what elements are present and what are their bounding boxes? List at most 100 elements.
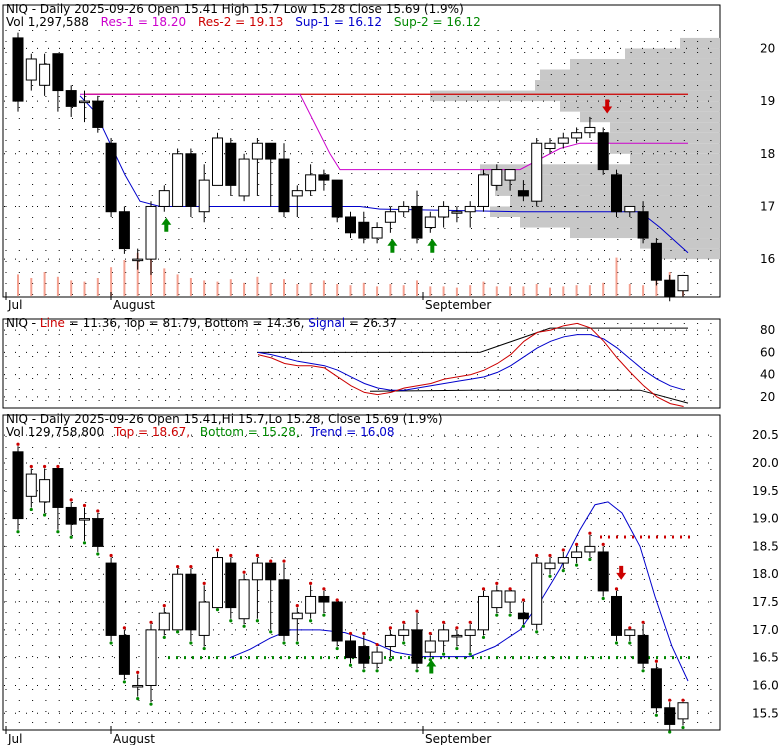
- osc-line: [257, 322, 684, 407]
- profile-bar: [630, 153, 720, 165]
- candle-body: [39, 479, 51, 503]
- volume-bar: [628, 284, 631, 296]
- sup1-label: Sup-1 = 16.12: [295, 15, 382, 29]
- low-dot: [455, 646, 459, 651]
- candle-body: [318, 174, 330, 181]
- volume-bar: [216, 281, 219, 296]
- high-dot: [442, 620, 446, 624]
- high-dot: [43, 464, 47, 469]
- bottom-label: Bottom = 15.28,: [200, 425, 300, 439]
- candle-body: [145, 205, 157, 260]
- volume-bar: [562, 286, 565, 296]
- candle-body: [39, 63, 51, 86]
- low-dot: [548, 574, 552, 578]
- high-dot: [16, 442, 20, 446]
- candle-body: [92, 518, 104, 547]
- candle-body: [145, 629, 157, 686]
- oscillator-panel: 80 60 40 20 NIQ - Line = 11.36, Top = 81.79…: [2, 316, 775, 409]
- high-dot: [215, 548, 220, 552]
- volume-bar: [469, 285, 472, 296]
- osc-line-label: Line: [40, 316, 65, 330]
- volume-bar: [176, 274, 179, 296]
- candle-body: [132, 684, 144, 688]
- candle-body: [92, 100, 104, 128]
- price-panel: 20 19 18 17 16 NIQ - Daily 2025-09-26 Open 1…: [2, 2, 775, 312]
- candle-body: [105, 562, 117, 636]
- signal-arrows: [161, 99, 613, 253]
- low-dot: [282, 641, 286, 645]
- price-y-axis: 20 19 18 17 16: [760, 41, 775, 266]
- low-dot: [82, 541, 87, 545]
- high-dot: [242, 570, 246, 574]
- candle-body: [451, 211, 463, 214]
- high-dot: [654, 659, 659, 663]
- volume-bar: [70, 280, 73, 296]
- high-dot: [335, 598, 339, 602]
- low-dot: [96, 552, 100, 556]
- low-dot: [402, 641, 406, 645]
- low-dot: [122, 680, 126, 684]
- low-dot: [681, 725, 685, 730]
- low-dot: [481, 635, 486, 640]
- buy-arrow-icon: [426, 659, 437, 674]
- volume-bar: [455, 287, 458, 296]
- low-dot: [189, 641, 193, 645]
- trend-panel-title: NIQ - Daily 2025-09-26 Open 15.41,Hi 15.…: [6, 412, 443, 426]
- high-dot: [561, 548, 565, 552]
- low-dot: [561, 569, 565, 573]
- low-dot: [348, 663, 353, 667]
- candle-body: [584, 545, 596, 553]
- low-dot: [242, 624, 246, 628]
- candle-body: [544, 562, 556, 570]
- high-dot: [255, 553, 259, 558]
- profile-bar: [540, 69, 720, 81]
- profile-bar: [680, 37, 720, 49]
- signal-line: [257, 334, 684, 391]
- volume-bar: [43, 272, 46, 296]
- candle-body: [398, 629, 410, 636]
- candle-body: [611, 595, 622, 636]
- volume-bar: [642, 285, 645, 296]
- price-panel-title: NIQ - Daily 2025-09-26 Open 15.41 High 1…: [6, 2, 464, 16]
- candle-body: [331, 601, 343, 642]
- candle-body: [637, 211, 649, 239]
- volume-bar: [602, 282, 605, 296]
- profile-bar: [625, 48, 720, 59]
- profile-bar: [430, 90, 720, 102]
- candle-body: [491, 590, 503, 609]
- candle-body: [105, 142, 117, 213]
- top-label: Top = 18.67,: [113, 425, 190, 439]
- candle-body: [238, 158, 250, 197]
- volume-bar: [256, 276, 259, 296]
- low-dot: [614, 641, 619, 645]
- candle-body: [265, 562, 277, 581]
- volume-bar: [296, 284, 299, 296]
- candle-body: [571, 551, 583, 559]
- candle-body: [25, 58, 37, 81]
- candle-body: [664, 279, 676, 297]
- low-dot: [176, 630, 180, 634]
- candle-body: [79, 100, 90, 104]
- volume-bar: [376, 286, 379, 296]
- high-dot: [415, 609, 419, 613]
- price-candles: [12, 32, 689, 302]
- candle-body: [384, 211, 396, 223]
- low-dot: [442, 652, 446, 656]
- candle-body: [132, 258, 144, 262]
- y-tick-label: 40: [760, 368, 775, 382]
- volume-bar: [30, 278, 33, 296]
- volume-bar: [389, 284, 392, 296]
- low-dot: [309, 619, 313, 623]
- candle-body: [118, 211, 130, 250]
- osc-rest: = 11.36, Top = 81.79, Bottom = 14.36,: [65, 316, 308, 330]
- y-tick-label: 17: [760, 199, 775, 213]
- volume-bar: [442, 286, 445, 296]
- volume-bar: [535, 284, 538, 296]
- high-dot: [149, 620, 153, 624]
- candle-body: [557, 137, 569, 144]
- candle-body: [52, 53, 64, 92]
- candle-body: [438, 629, 450, 642]
- candle-body: [198, 179, 210, 213]
- candle-body: [677, 702, 689, 720]
- low-dot: [415, 669, 419, 673]
